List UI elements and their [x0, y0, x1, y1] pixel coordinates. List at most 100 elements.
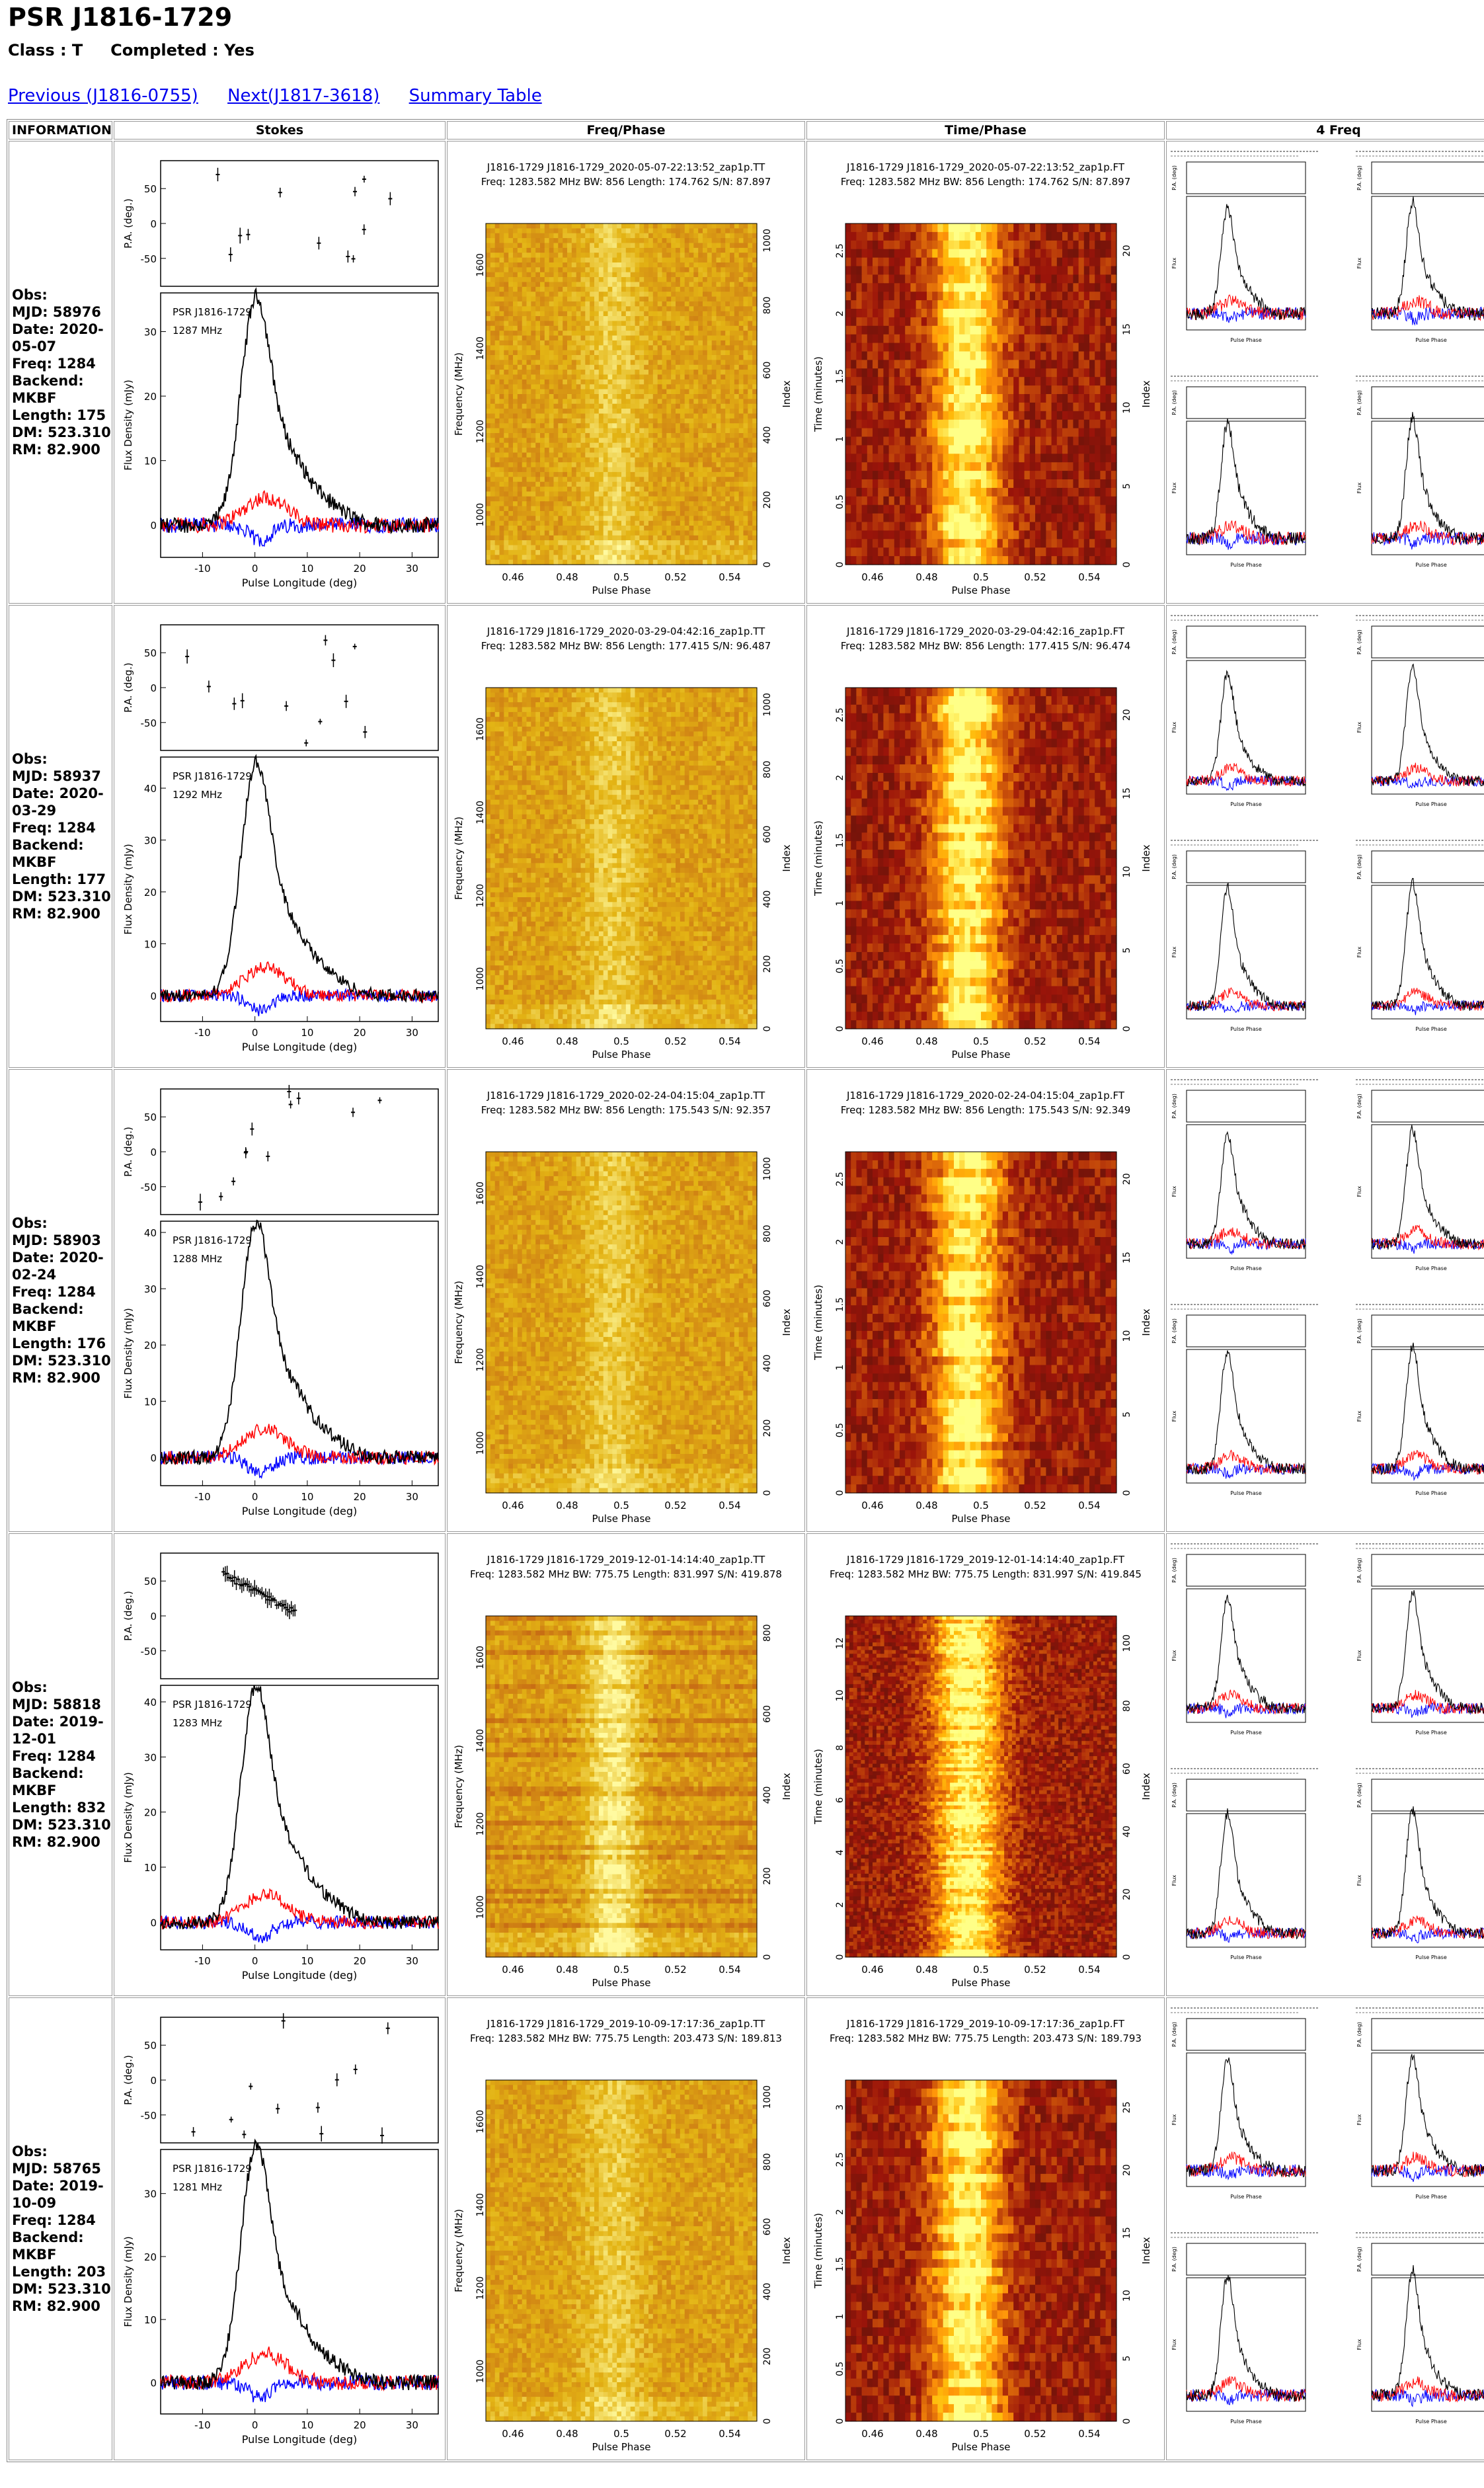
longitude-tick-label: 30 — [406, 1027, 418, 1039]
frequency-tick-label: 1200 — [475, 884, 486, 908]
flux-tick-label: 0 — [150, 1917, 157, 1929]
mini-flux-label: Flux — [1171, 721, 1177, 733]
pa-tick-label: 0 — [150, 682, 157, 694]
table-header-row: INFORMATION Stokes Freq/Phase Time/Phase… — [9, 121, 1484, 140]
stokes-l-line — [160, 490, 439, 534]
pa-tick-label: 0 — [150, 2075, 157, 2087]
phase-tick-label: 0.48 — [916, 1500, 937, 1511]
mini-pa-label: P.A. (deg) — [1356, 1318, 1362, 1344]
index-axis-label: Index — [781, 844, 793, 871]
time-tick-label: 12 — [835, 1637, 845, 1649]
flux-tick-label: 0 — [150, 990, 157, 1002]
four-freq-plot-cell: P.A. (deg) Flux Pulse Phase P.A. (deg) Flux P… — [1165, 1533, 1484, 1996]
longitude-tick-label: -10 — [194, 2419, 211, 2431]
stokes-l-line — [160, 2347, 439, 2392]
observation-row: Obs: MJD: 58818 Date: 2019-12-01 Freq: 1284… — [9, 1533, 1484, 1996]
time-phase-heatmap — [845, 2080, 1117, 2422]
info-freq: Freq: 1284 — [12, 2212, 112, 2229]
mini-phase-label: Pulse Phase — [1230, 2194, 1262, 2200]
info-length: Length: 832 — [12, 1799, 112, 1816]
mini-stokes-i-line — [1186, 1350, 1306, 1475]
index-tick-label: 0 — [762, 1954, 773, 1960]
pa-tick-label: 0 — [150, 218, 157, 230]
info-obs: Obs: — [12, 1215, 112, 1232]
longitude-tick-label: 10 — [301, 2419, 313, 2431]
index-tick-label: 0 — [762, 1490, 773, 1496]
time-tick-label: 1.5 — [835, 833, 845, 848]
phase-tick-label: 0.46 — [502, 1500, 524, 1511]
phase-tick-label: 0.52 — [664, 1500, 686, 1511]
index-tick-label: 10 — [1122, 1330, 1132, 1342]
flux-panel-frame — [160, 1221, 439, 1486]
info-length: Length: 177 — [12, 871, 112, 888]
index-axis-label: Index — [1140, 380, 1152, 407]
summary-table-link[interactable]: Summary Table — [409, 86, 542, 106]
time-phase-heatmap — [845, 223, 1117, 565]
phase-tick-label: 0.48 — [556, 571, 578, 583]
longitude-tick-label: 10 — [301, 1491, 313, 1503]
time-phase-plot: J1816-1729 J1816-1729_2020-05-07-22:13:5… — [812, 161, 1152, 596]
freq-phase-subtitle: Freq: 1283.582 MHz BW: 856 Length: 175.5… — [481, 1104, 771, 1116]
stokes-frequency-label: 1281 MHz — [173, 2181, 222, 2193]
mini-stokes-i-line — [1371, 2054, 1484, 2178]
phase-tick-label: 0.46 — [502, 1035, 524, 1047]
phase-tick-label: 0.46 — [502, 1964, 524, 1976]
time-phase-plot-cell: J1816-1729 J1816-1729_2019-12-01-14:14:4… — [806, 1533, 1165, 1996]
phase-tick-label: 0.52 — [1024, 1500, 1046, 1511]
phase-axis-label: Pulse Phase — [592, 1977, 650, 1989]
time-tick-label: 2.5 — [835, 243, 845, 258]
observation-row: Obs: MJD: 58937 Date: 2020-03-29 Freq: 1284… — [9, 605, 1484, 1068]
phase-tick-label: 0.46 — [502, 2428, 524, 2440]
freq-phase-subtitle: Freq: 1283.582 MHz BW: 856 Length: 177.4… — [481, 640, 771, 652]
mini-stokes-i-line — [1371, 877, 1484, 1011]
previous-link[interactable]: Previous (J1816-0755) — [8, 86, 198, 106]
longitude-tick-label: 20 — [354, 1955, 366, 1967]
mini-stokes-i-line — [1371, 663, 1484, 787]
flux-tick-label: 10 — [144, 1396, 157, 1408]
psr-name-label: PSR J1816-1729 — [173, 1234, 252, 1246]
pa-tick-label: 50 — [144, 647, 157, 659]
info-backend: Backend: MKBF — [12, 1765, 112, 1799]
next-link[interactable]: Next(J1817-3618) — [227, 86, 379, 106]
stokes-plot: 50 0 -50 P.A. (deg.) 0 10 20 30 -10 0 10 20 30 Flux D… — [122, 160, 439, 589]
stokes-plot-cell: 50 0 -50 P.A. (deg.) 0 10 20 30 40 -10 0 10 20 30 Flux… — [113, 1069, 446, 1532]
time-tick-label: 0 — [835, 562, 845, 568]
mini-phase-label: Pulse Phase — [1230, 1265, 1262, 1271]
time-phase-title: J1816-1729 J1816-1729_2020-03-29-04:42:1… — [846, 625, 1125, 638]
time-phase-plot: J1816-1729 J1816-1729_2019-10-09-17:17:3… — [812, 2018, 1152, 2453]
index-tick-label: 600 — [762, 1705, 773, 1723]
frequency-axis-label: Frequency (MHz) — [453, 1745, 465, 1828]
class-label: Class : T — [8, 41, 83, 60]
observation-row: Obs: MJD: 58903 Date: 2020-02-24 Freq: 1284… — [9, 1069, 1484, 1532]
frequency-tick-label: 1400 — [475, 337, 486, 360]
time-phase-subtitle: Freq: 1283.582 MHz BW: 856 Length: 175.5… — [841, 1104, 1131, 1116]
four-freq-plot: P.A. (deg) Flux Pulse Phase P.A. (deg) Flux P… — [1170, 1543, 1484, 1960]
index-tick-label: 15 — [1122, 2227, 1132, 2239]
mini-phase-label: Pulse Phase — [1415, 562, 1447, 568]
info-obs: Obs: — [12, 286, 112, 303]
mini-stokes-v-line — [1371, 1927, 1484, 1944]
index-tick-label: 200 — [762, 955, 773, 973]
frequency-tick-label: 1600 — [475, 1182, 486, 1205]
flux-tick-label: 10 — [144, 938, 157, 950]
pa-tick-label: 50 — [144, 1111, 157, 1123]
phase-tick-label: 0.54 — [1078, 1500, 1100, 1511]
info-rm: RM: 82.900 — [12, 1833, 112, 1851]
info-backend: Backend: MKBF — [12, 2229, 112, 2263]
frequency-tick-label: 1400 — [475, 1265, 486, 1289]
index-axis-label: Index — [1140, 1773, 1152, 1800]
pa-axis-label: P.A. (deg.) — [122, 662, 134, 713]
time-tick-label: 0 — [835, 1026, 845, 1032]
time-tick-label: 10 — [835, 1689, 845, 1701]
index-tick-label: 200 — [762, 2348, 773, 2366]
stokes-plot-cell: 50 0 -50 P.A. (deg.) 0 10 20 30 -10 0 10 20 30 Flux D… — [113, 141, 446, 604]
page-title: PSR J1816-1729 — [8, 3, 232, 32]
phase-tick-label: 0.5 — [973, 1964, 989, 1976]
flux-axis-label: Flux Density (mJy) — [122, 2236, 134, 2327]
pa-tick-label: -50 — [140, 717, 157, 729]
flux-axis-label: Flux Density (mJy) — [122, 1772, 134, 1863]
freq-phase-heatmap — [485, 2080, 758, 2422]
class-status-line: Class : T Completed : Yes — [8, 41, 254, 60]
info-dm: DM: 523.310 — [12, 1816, 112, 1833]
four-freq-plot-cell: P.A. (deg) Flux Pulse Phase P.A. (deg) Flux P… — [1165, 1069, 1484, 1532]
